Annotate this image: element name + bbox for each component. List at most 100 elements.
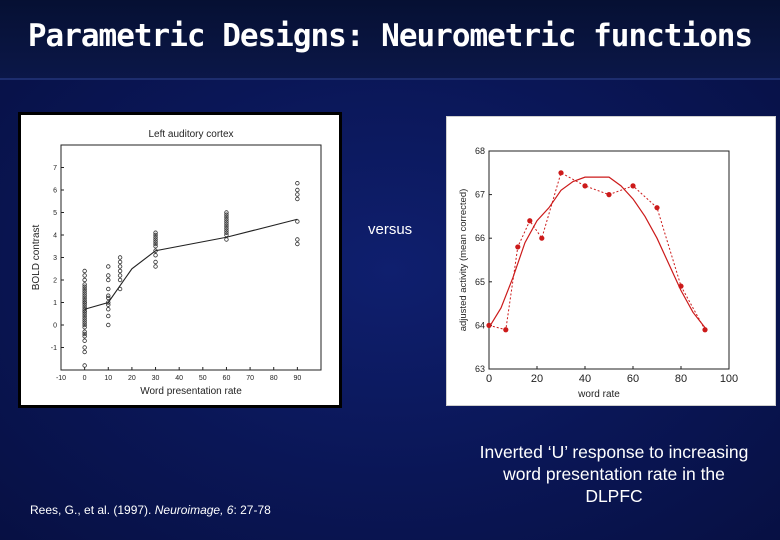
data-point [153,244,158,249]
data-point [106,307,111,312]
data-point [117,259,123,265]
data-point [224,228,229,233]
x-tick-label: 80 [270,375,278,382]
data-point [117,273,123,278]
data-point [106,293,111,298]
title-bar: Parametric Designs: Neurometric function… [0,0,780,80]
y-tick-label: 66 [475,233,485,243]
data-point [82,345,87,350]
data-point [295,187,300,193]
fit-line [488,176,706,328]
x-tick-label: 20 [531,373,543,385]
y-axis-label: adjusted activity (mean corrected) [458,189,469,332]
data-point [82,331,87,337]
dlpfc-word-rate-chart: 0 20 40 60 80 100 63 64 65 66 67 68 word rate adjuste… [458,146,738,400]
data-point [582,183,588,189]
data-point [295,192,300,197]
y-tick-label: 4 [53,233,57,240]
x-tick-label: 20 [128,375,136,382]
data-point [153,259,158,265]
data-point [224,226,229,231]
data-point [224,230,229,235]
data-point [82,338,87,343]
data-point [82,349,87,355]
data-point [82,284,87,289]
data-point [153,235,158,240]
data-point [82,329,87,334]
data-point [486,322,492,328]
left-auditory-cortex-chart-panel: Left auditory cortex -10 0 10 20 30 40 50 60 70 80… [18,112,342,408]
y-tick-label: 67 [475,190,485,200]
x-tick-label: 0 [486,373,492,385]
data-point [106,313,111,319]
data-point [503,327,509,333]
data-point [82,318,87,323]
data-point [224,212,229,217]
versus-label: versus [368,221,413,238]
citation-authors: Rees, G., et al. (1997). [30,503,155,517]
data-point [106,286,111,292]
data-point [82,325,87,330]
data-point [224,223,229,229]
data-point [527,218,533,224]
data-point [224,214,229,220]
data-point [106,295,111,301]
data-point [82,277,87,283]
data-point [106,277,111,283]
data-point [82,273,87,278]
x-axis-label: word rate [577,389,620,400]
data-point [295,181,300,186]
x-tick-label: -10 [56,375,66,382]
data-point [82,316,87,321]
data-point [82,295,87,301]
data-point [678,283,684,289]
x-tick-label: 40 [579,373,591,385]
data-point [224,217,229,222]
data-point [295,196,300,202]
data-point [106,273,111,278]
observed-line [488,172,706,331]
data-point [153,264,158,269]
citation-pages: : 27-78 [233,503,271,517]
left-auditory-cortex-chart: Left auditory cortex-10 0 10 20 30 40 50 60 70 80… [31,129,322,397]
x-tick-label: 0 [83,375,87,382]
data-point [82,363,87,368]
y-tick-label: 0 [53,323,57,330]
y-tick-label: 2 [53,278,57,285]
data-point [117,255,123,260]
data-point [82,298,87,303]
y-tick-label: 63 [475,364,485,374]
data-point [153,253,158,258]
data-point [295,219,300,224]
y-tick-label: 65 [475,277,485,287]
y-axis-label: BOLD contrast [31,224,42,290]
x-tick-label: 40 [175,375,183,382]
x-tick-label: 90 [293,375,301,382]
data-point [224,210,229,215]
x-tick-label: 100 [720,373,738,385]
data-point [295,237,300,242]
data-point [82,300,87,305]
y-tick-label: 7 [53,165,57,172]
y-tick-label: 3 [53,255,57,262]
data-point [82,320,87,325]
data-point [117,264,123,269]
plot-frame [488,150,730,370]
data-point [82,293,87,298]
fit-line [84,218,298,310]
plot-frame [60,144,322,371]
data-point [82,313,87,319]
y-tick-label: 5 [53,210,57,217]
data-point [630,183,636,189]
data-point [82,309,87,314]
data-point [82,334,87,339]
data-point [224,221,229,226]
chart-title: Left auditory cortex [148,129,233,140]
dlpfc-chart-panel: 0 20 40 60 80 100 63 64 65 66 67 68 word rate adjuste… [446,116,776,406]
data-point [153,232,158,238]
y-tick-label: 1 [53,300,57,307]
data-point [702,327,708,333]
data-point [82,291,87,296]
data-point [82,286,87,292]
x-axis-label: Word presentation rate [140,386,242,397]
